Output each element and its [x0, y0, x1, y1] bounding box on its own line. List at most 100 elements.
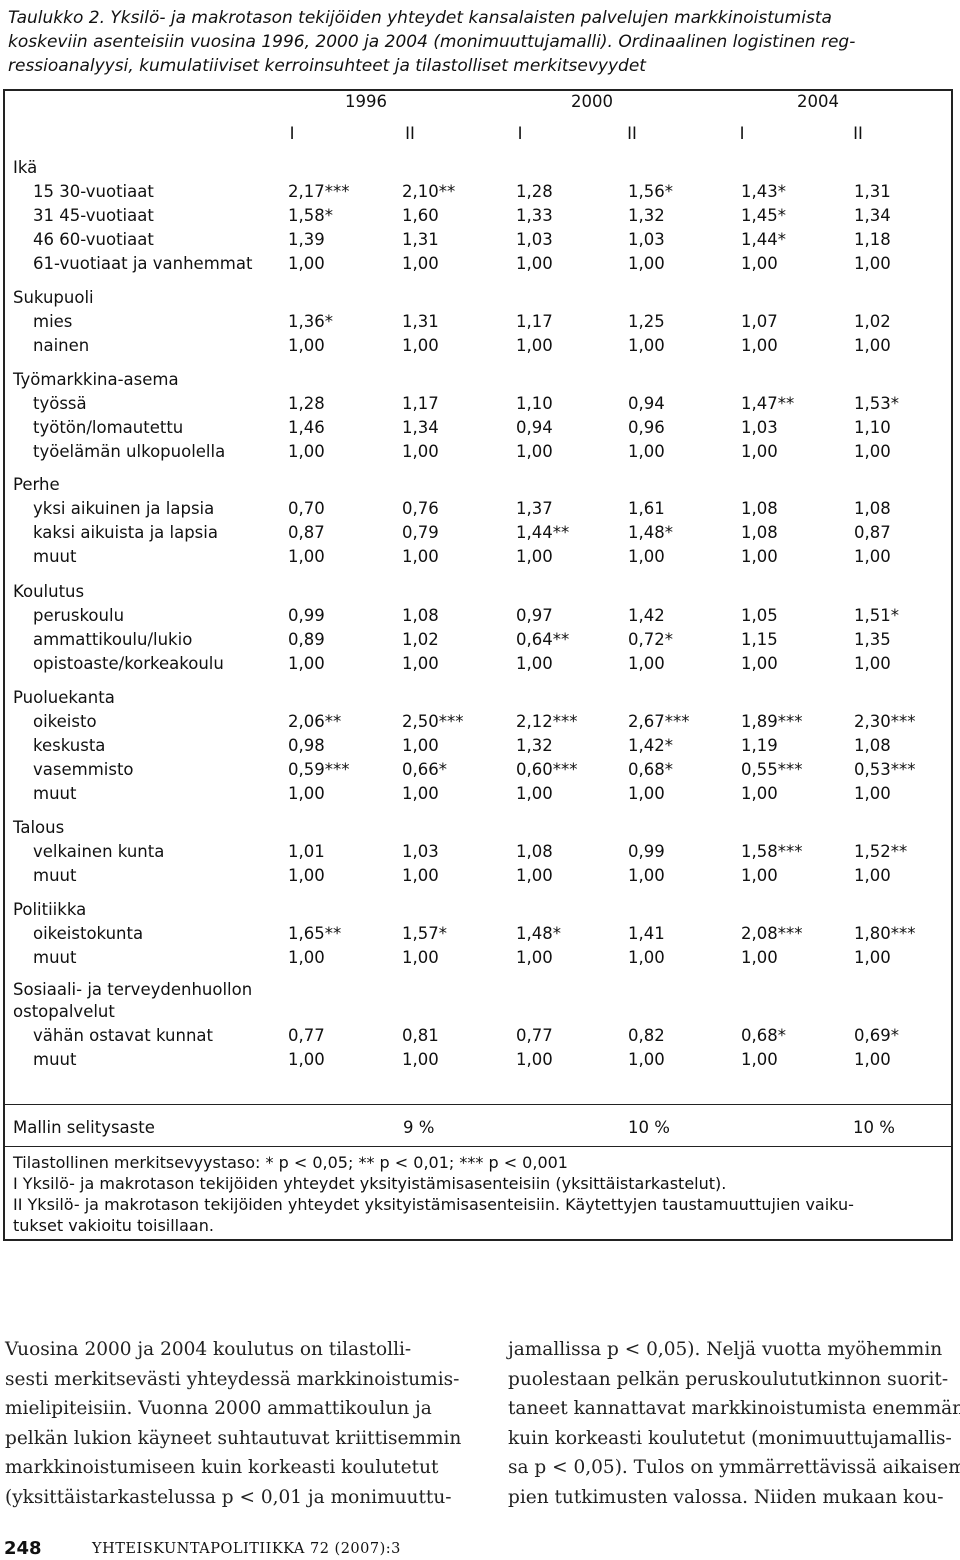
table-cell: 1,08 — [516, 842, 553, 861]
row-label: yksi aikuinen ja lapsia — [33, 499, 215, 518]
table-cell: 2,30*** — [854, 712, 916, 731]
row-label: peruskoulu — [33, 606, 125, 625]
page-number: 248 — [4, 1538, 42, 1559]
table-cell: 1,44* — [741, 230, 786, 249]
body-line: pelkän lukion käyneet suhtautuvat kriitt… — [5, 1427, 462, 1449]
table-cell: 1,00 — [628, 442, 665, 461]
table-cell: 0,87 — [288, 523, 325, 542]
table-cell: 1,00 — [741, 547, 778, 566]
row-label: työelämän ulkopuolella — [33, 442, 226, 461]
table-cell: 1,00 — [628, 866, 665, 885]
table-cell: 0,96 — [628, 418, 665, 437]
table-cell: 1,39 — [288, 230, 325, 249]
table-cell: 2,10** — [402, 182, 456, 201]
group-label: Puoluekanta — [13, 688, 115, 707]
year-header: 2000 — [571, 92, 613, 111]
table-cell: 0,99 — [628, 842, 665, 861]
table-cell: 1,00 — [854, 784, 891, 803]
table-cell: 2,06** — [288, 712, 342, 731]
table-cell: 1,00 — [288, 654, 325, 673]
table-cell: 1,00 — [516, 784, 553, 803]
table-cell: 1,00 — [402, 1050, 439, 1069]
table-cell: 1,00 — [288, 442, 325, 461]
body-line: sa p < 0,05). Tulos on ymmärrettävissä a… — [508, 1457, 960, 1478]
table-cell: 1,36* — [288, 312, 333, 331]
table-cell: 0,70 — [288, 499, 325, 518]
table-cell: 1,08 — [741, 523, 778, 542]
table-cell: 0,97 — [516, 606, 553, 625]
table-cell: 1,45* — [741, 206, 786, 225]
group-label: Politiikka — [13, 900, 87, 919]
row-label: vasemmisto — [33, 760, 134, 779]
table-cell: 1,00 — [741, 336, 778, 355]
row-label: muut — [33, 948, 77, 967]
row-label: opistoaste/korkeakoulu — [33, 654, 224, 673]
table-cell: 1,42* — [628, 736, 673, 755]
table-cell: 1,03 — [628, 230, 665, 249]
table-cell: 1,00 — [288, 1050, 325, 1069]
table-cell: 1,48* — [628, 523, 673, 542]
group-label: Koulutus — [13, 582, 85, 601]
table-cell: 1,00 — [741, 948, 778, 967]
table-cell: 1,35 — [854, 630, 891, 649]
body-line: (yksittäistarkastelussa p < 0,01 ja moni… — [5, 1486, 452, 1508]
year-header: 1996 — [345, 92, 387, 111]
table-cell: 0,99 — [288, 606, 325, 625]
table-cell: 0,79 — [402, 523, 439, 542]
table-cell: 1,80*** — [854, 924, 916, 943]
model-header: II — [405, 124, 415, 143]
body-line: puolestaan pelkän peruskoulututkinnon su… — [508, 1368, 949, 1390]
year-header: 2004 — [797, 92, 839, 111]
table-cell: 1,00 — [516, 948, 553, 967]
table-cell: 1,33 — [516, 206, 553, 225]
group-label: Sukupuoli — [13, 288, 94, 307]
table-cell: 1,46 — [288, 418, 325, 437]
table-cell: 1,08 — [741, 499, 778, 518]
r2-value: 10 % — [853, 1118, 895, 1137]
table-cell: 1,58*** — [741, 842, 803, 861]
table-cell: 1,03 — [402, 842, 439, 861]
table-cell: 1,00 — [628, 336, 665, 355]
table-cell: 1,00 — [402, 948, 439, 967]
body-line: pien tutkimusten valossa. Niiden mukaan … — [508, 1486, 944, 1508]
note-line: I Yksilö- ja makrotason tekijöiden yhtey… — [13, 1174, 727, 1193]
note-line: II Yksilö- ja makrotason tekijöiden yhte… — [13, 1195, 854, 1214]
r2-label: Mallin selitysaste — [13, 1118, 155, 1137]
body-line: taneet kannattavat markkinoistumista ene… — [508, 1398, 960, 1419]
table-cell: 1,00 — [741, 784, 778, 803]
table-cell: 1,44** — [516, 523, 570, 542]
table-cell: 1,00 — [288, 336, 325, 355]
table-divider — [3, 1146, 953, 1147]
table-cell: 1,08 — [854, 499, 891, 518]
row-label: 61-vuotiaat ja vanhemmat — [33, 254, 253, 273]
row-label: nainen — [33, 336, 90, 355]
row-label: oikeisto — [33, 712, 97, 731]
group-label: Sosiaali- ja terveydenhuollon — [13, 980, 253, 999]
body-column-right: jamallissa p < 0,05). Neljä vuotta myöhe… — [508, 1335, 960, 1512]
table-cell: 0,87 — [854, 523, 891, 542]
row-label: muut — [33, 547, 77, 566]
table-cell: 1,00 — [854, 654, 891, 673]
row-label: muut — [33, 866, 77, 885]
table-cell: 1,00 — [741, 442, 778, 461]
group-label: Työmarkkina-asema — [13, 370, 179, 389]
table-cell: 1,00 — [854, 547, 891, 566]
table-cell: 1,00 — [854, 866, 891, 885]
table-cell: 1,00 — [516, 1050, 553, 1069]
table-cell: 1,00 — [402, 736, 439, 755]
table-cell: 1,00 — [854, 442, 891, 461]
table-cell: 0,64** — [516, 630, 570, 649]
table-cell: 1,00 — [288, 784, 325, 803]
table-cell: 1,00 — [628, 654, 665, 673]
model-header: I — [739, 124, 745, 143]
table-cell: 1,43* — [741, 182, 786, 201]
table-cell: 1,08 — [854, 736, 891, 755]
table-cell: 1,34 — [854, 206, 891, 225]
table-cell: 1,56* — [628, 182, 673, 201]
caption-line: ressioanalyysi, kumulatiiviset kerroinsu… — [8, 56, 646, 76]
table-cell: 1,00 — [288, 866, 325, 885]
results-table — [3, 89, 953, 1241]
table-cell: 1,41 — [628, 924, 665, 943]
note-line: tukset vakioitu toisillaan. — [13, 1216, 214, 1235]
table-cell: 1,47** — [741, 394, 795, 413]
